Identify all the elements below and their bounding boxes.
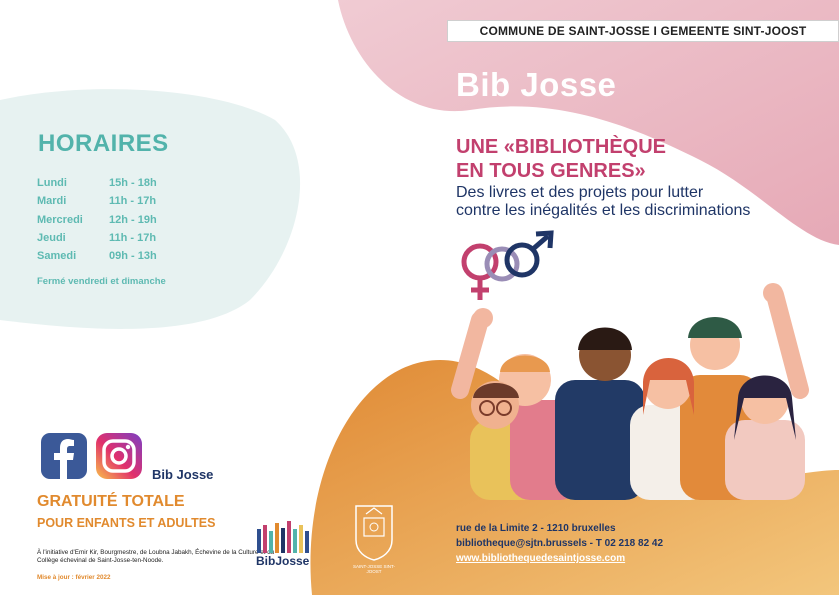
instagram-icon[interactable] — [96, 433, 142, 479]
facebook-icon[interactable] — [41, 433, 87, 479]
address: rue de la Limite 2 - 1210 bruxelles — [456, 523, 616, 534]
hours-day: Mercredi — [37, 214, 83, 226]
hours-day: Jeudi — [37, 232, 66, 244]
gender-symbols-icon — [461, 230, 554, 300]
teal-blob — [0, 89, 301, 329]
headline: UNE «BIBLIOTHÈQUE EN TOUS GENRES» — [456, 135, 666, 183]
hours-time: 11h - 17h — [109, 232, 157, 244]
hours-day: Lundi — [37, 177, 67, 189]
hours-time: 12h - 19h — [109, 214, 157, 226]
hours-row: Mercredi 12h - 19h — [37, 214, 217, 226]
website-link[interactable]: www.bibliothequedesaintjosse.com — [456, 553, 626, 564]
pink-blob — [338, 0, 839, 245]
free-subtitle: POUR ENFANTS ET ADULTES — [37, 516, 216, 530]
seal-label: SAINT-JOSSE SINT-JOOST — [352, 564, 395, 574]
hours-row: Samedi 09h - 13h — [37, 250, 217, 262]
headline-line-2: EN TOUS GENRES» — [456, 160, 646, 182]
commune-banner: COMMUNE DE SAINT-JOSSE I GEMEENTE SINT-J… — [447, 20, 839, 42]
email-phone[interactable]: bibliotheque@sjtn.brussels - T 02 218 82… — [456, 538, 664, 549]
people-illustration — [451, 283, 809, 500]
commune-seal-icon — [355, 505, 393, 561]
social-account-name: Bib Josse — [152, 467, 214, 482]
hours-title: HORAIRES — [38, 130, 169, 157]
update-date: Mise à jour : février 2022 — [37, 574, 111, 581]
banner-text: COMMUNE DE SAINT-JOSSE I GEMEENTE SINT-J… — [479, 24, 807, 38]
headline-line-1: UNE «BIBLIOTHÈQUE — [456, 136, 667, 158]
hours-time: 11h - 17h — [109, 195, 157, 207]
credit-text: À l'initiative d'Emir Kir, Bourgmestre, … — [37, 549, 275, 564]
hours-day: Samedi — [37, 250, 77, 262]
hours-row: Lundi 15h - 18h — [37, 177, 217, 189]
hours-time: 09h - 13h — [109, 250, 157, 262]
brand-title: Bib Josse — [456, 66, 617, 103]
bibjosse-logo-text: BibJosse — [256, 554, 310, 568]
bibjosse-logo-icon — [257, 521, 309, 553]
hours-time: 15h - 18h — [109, 177, 157, 189]
hours-row: Mardi 11h - 17h — [37, 195, 217, 207]
hours-day: Mardi — [37, 195, 67, 207]
subline: Des livres et des projets pour lutter co… — [456, 184, 750, 220]
subline-line-1: Des livres et des projets pour lutter — [456, 184, 704, 201]
free-title: GRATUITÉ TOTALE — [37, 493, 185, 510]
closed-days: Fermé vendredi et dimanche — [37, 276, 166, 287]
hours-row: Jeudi 11h - 17h — [37, 232, 217, 244]
subline-line-2: contre les inégalités et les discriminat… — [456, 202, 751, 219]
